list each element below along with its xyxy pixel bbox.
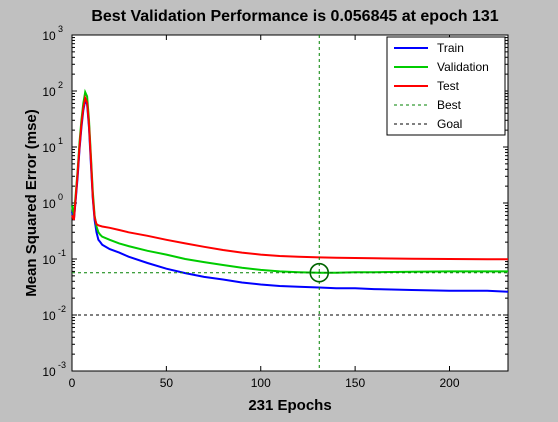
y-tick-label: 10 -3 (42, 360, 66, 379)
legend-label: Train (437, 41, 464, 55)
series-test (71, 94, 508, 261)
y-tick-exponent: 3 (58, 24, 63, 34)
legend-label: Best (437, 98, 462, 112)
y-tick-exponent: 1 (58, 136, 63, 146)
y-tick-label: 10 -1 (42, 248, 66, 267)
legend-label: Validation (437, 60, 489, 74)
y-tick-exponent: -1 (58, 248, 66, 258)
legend-label: Goal (437, 117, 462, 131)
y-tick-exponent: -3 (58, 360, 66, 370)
y-tick-label: 10 2 (42, 80, 63, 99)
y-tick-label: 10 3 (42, 24, 63, 43)
x-tick-label: 50 (160, 376, 174, 390)
y-tick-label: 10 1 (42, 136, 63, 155)
y-tick-exponent: -2 (58, 304, 66, 314)
y-tick-base: 10 (42, 309, 56, 323)
legend-item-train: Train (394, 41, 464, 55)
y-tick-base: 10 (42, 197, 56, 211)
legend: Train Validation Test Best Goal (386, 36, 506, 136)
x-tick-label: 150 (345, 376, 365, 390)
x-tick-label: 100 (251, 376, 271, 390)
chart-title: Best Validation Performance is 0.056845 … (91, 8, 498, 25)
legend-item-goal: Goal (394, 117, 462, 131)
y-tick-base: 10 (42, 253, 56, 267)
y-tick-exponent: 2 (58, 80, 63, 90)
legend-item-test: Test (394, 79, 460, 93)
y-tick-base: 10 (42, 365, 56, 379)
legend-item-best: Best (394, 98, 462, 112)
y-tick-base: 10 (42, 85, 56, 99)
x-tick-label: 0 (69, 376, 76, 390)
y-tick-base: 10 (42, 141, 56, 155)
series-layer (71, 35, 509, 371)
x-axis-label: 231 Epochs (248, 397, 331, 414)
axis-ticks (71, 34, 508, 372)
legend-label: Test (437, 79, 460, 93)
y-tick-base: 10 (42, 29, 56, 43)
y-tick-label: 10 -2 (42, 304, 66, 323)
x-tick-label: 200 (439, 376, 459, 390)
y-tick-exponent: 0 (58, 192, 63, 202)
y-axis-label: Mean Squared Error (mse) (23, 109, 40, 297)
x-tick-labels: 0 50 100 150 200 (69, 376, 460, 390)
best-point-marker (309, 262, 330, 283)
legend-item-validation: Validation (394, 60, 489, 74)
y-tick-label: 10 0 (42, 192, 63, 211)
